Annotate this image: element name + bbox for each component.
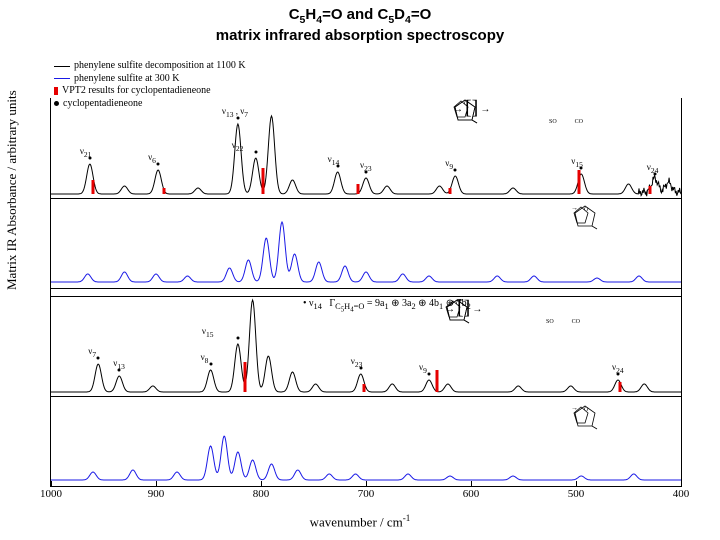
molecule-icon: O	[444, 298, 462, 320]
reaction-diagram: HC→[]→OSO CO	[443, 298, 683, 325]
legend-label: phenylene sulfite at 300 K	[74, 73, 180, 86]
xtick-label: 1000	[40, 488, 62, 500]
svg-text:O: O	[456, 301, 461, 307]
legend-swatch	[54, 78, 70, 79]
legend-item: phenylene sulfite at 300 K	[54, 73, 246, 86]
legend-item: VPT2 results for cyclopentadieneone	[54, 85, 246, 98]
svg-text:O: O	[584, 407, 589, 413]
reaction-diagram: →O	[571, 204, 681, 212]
molecule-icon: O	[572, 404, 590, 426]
reaction-diagram: →O	[571, 404, 681, 412]
xtick-label: 800	[253, 488, 270, 500]
xtick-label: 400	[673, 488, 690, 500]
legend-label: phenylene sulfite decomposition at 1100 …	[74, 60, 246, 73]
plot-area: 1000900800700600500400ν21ν6ν13 , ν7ν22ν1…	[50, 98, 682, 487]
xtick-label: 900	[148, 488, 165, 500]
legend-label: VPT2 results for cyclopentadieneone	[62, 85, 211, 98]
y-axis-label: Matrix IR Absorbance / arbitrary units	[4, 90, 20, 290]
reaction-arrow: →	[480, 104, 490, 115]
xtick-label: 600	[463, 488, 480, 500]
x-axis-label: wavenumber / cm-1	[0, 513, 720, 530]
legend-swatch	[54, 87, 58, 95]
svg-text:O: O	[464, 101, 469, 107]
molecule-icon: O	[572, 204, 590, 226]
reaction-diagram: DC→[]→OSO CO	[451, 98, 681, 125]
molecule-icon: O	[452, 98, 470, 120]
xtick-label: 700	[358, 488, 375, 500]
svg-text:O: O	[584, 207, 589, 213]
chart-title: C5H4=O and C5D4=Omatrix infrared absorpt…	[0, 6, 720, 45]
legend-swatch	[54, 66, 70, 67]
reaction-arrow: →	[472, 304, 482, 315]
xtick-label: 500	[568, 488, 585, 500]
xtick-mark	[681, 481, 682, 486]
legend-item: phenylene sulfite decomposition at 1100 …	[54, 60, 246, 73]
